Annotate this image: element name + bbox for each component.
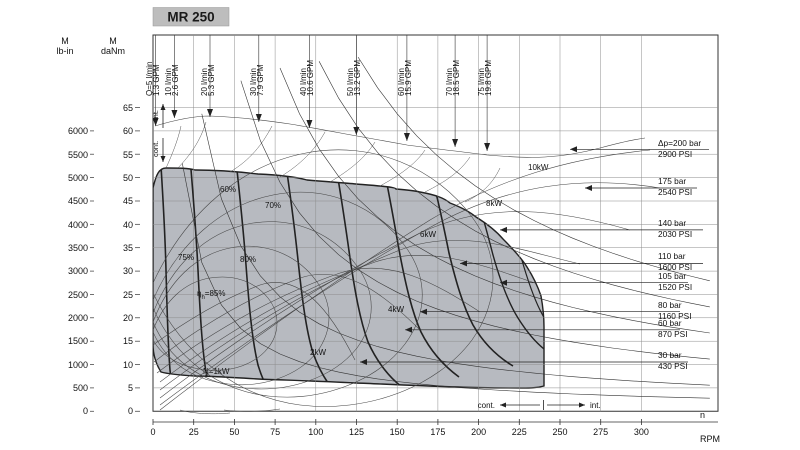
svg-text:60 bar: 60 bar [658, 318, 682, 328]
svg-text:50: 50 [123, 173, 133, 183]
svg-text:1520 PSI: 1520 PSI [658, 282, 692, 292]
svg-text:0: 0 [150, 427, 155, 437]
svg-text:lb-in: lb-in [56, 46, 73, 56]
svg-text:870 PSI: 870 PSI [658, 329, 688, 339]
svg-text:8kW: 8kW [486, 199, 502, 208]
svg-text:daNm: daNm [101, 46, 125, 56]
svg-text:275: 275 [593, 427, 608, 437]
svg-text:0: 0 [128, 406, 133, 416]
svg-text:5: 5 [128, 383, 133, 393]
svg-text:150: 150 [390, 427, 405, 437]
svg-text:N=1kW: N=1kW [203, 367, 230, 376]
svg-text:50: 50 [229, 427, 239, 437]
svg-text:20: 20 [123, 313, 133, 323]
svg-text:1000: 1000 [68, 360, 88, 370]
svg-text:75: 75 [270, 427, 280, 437]
svg-text:100: 100 [308, 427, 323, 437]
svg-text:18.5 GPM: 18.5 GPM [452, 60, 461, 96]
svg-text:4500: 4500 [68, 196, 88, 206]
svg-text:2030 PSI: 2030 PSI [658, 229, 692, 239]
svg-text:175 bar: 175 bar [658, 176, 686, 186]
svg-text:2900 PSI: 2900 PSI [658, 149, 692, 159]
svg-text:2540 PSI: 2540 PSI [658, 187, 692, 197]
svg-text:2.6 GPM: 2.6 GPM [171, 64, 180, 96]
svg-text:cont.: cont. [478, 401, 495, 410]
svg-text:80 bar: 80 bar [658, 300, 682, 310]
svg-text:MR 250: MR 250 [167, 10, 214, 25]
svg-text:4000: 4000 [68, 220, 88, 230]
svg-text:40: 40 [123, 220, 133, 230]
svg-text:1500: 1500 [68, 336, 88, 346]
svg-text:25: 25 [123, 290, 133, 300]
svg-text:30 bar: 30 bar [658, 350, 682, 360]
svg-text:250: 250 [552, 427, 567, 437]
svg-text:M: M [61, 36, 69, 46]
svg-text:Δp=200 bar: Δp=200 bar [658, 138, 701, 148]
svg-text:200: 200 [471, 427, 486, 437]
svg-text:2kW: 2kW [310, 348, 326, 357]
svg-text:M: M [109, 36, 117, 46]
svg-text:140 bar: 140 bar [658, 218, 686, 228]
svg-text:5500: 5500 [68, 150, 88, 160]
svg-text:3000: 3000 [68, 266, 88, 276]
svg-text:60: 60 [123, 126, 133, 136]
svg-text:35: 35 [123, 243, 133, 253]
svg-text:0: 0 [83, 406, 88, 416]
svg-text:15.9 GPM: 15.9 GPM [404, 60, 413, 96]
svg-text:10kW: 10kW [528, 163, 549, 172]
svg-text:2000: 2000 [68, 313, 88, 323]
svg-text:6000: 6000 [68, 126, 88, 136]
svg-text:175: 175 [430, 427, 445, 437]
svg-text:60%: 60% [220, 185, 236, 194]
svg-text:13.2 GPM: 13.2 GPM [353, 60, 362, 96]
svg-text:225: 225 [512, 427, 527, 437]
svg-text:15: 15 [123, 336, 133, 346]
svg-text:2500: 2500 [68, 290, 88, 300]
svg-text:45: 45 [123, 196, 133, 206]
svg-text:int.: int. [151, 110, 160, 120]
svg-text:500: 500 [73, 383, 88, 393]
svg-text:int.: int. [590, 401, 601, 410]
svg-text:1.3 GPM: 1.3 GPM [152, 64, 161, 96]
svg-text:300: 300 [634, 427, 649, 437]
svg-text:5.3 GPM: 5.3 GPM [207, 64, 216, 96]
svg-text:cont.: cont. [151, 141, 160, 157]
svg-text:55: 55 [123, 150, 133, 160]
svg-text:80%: 80% [240, 255, 256, 264]
svg-text:105 bar: 105 bar [658, 271, 686, 281]
svg-text:10: 10 [123, 360, 133, 370]
svg-text:75%: 75% [178, 253, 194, 262]
svg-text:7.9 GPM: 7.9 GPM [256, 64, 265, 96]
svg-text:65: 65 [123, 103, 133, 113]
svg-text:RPM: RPM [700, 434, 720, 444]
svg-text:110 bar: 110 bar [658, 251, 686, 261]
svg-text:10.6 GPM: 10.6 GPM [306, 60, 315, 96]
svg-text:125: 125 [349, 427, 364, 437]
svg-text:n: n [700, 410, 705, 420]
svg-text:70%: 70% [265, 201, 281, 210]
svg-text:19.8 GPM: 19.8 GPM [484, 60, 493, 96]
svg-text:3500: 3500 [68, 243, 88, 253]
svg-text:430 PSI: 430 PSI [658, 361, 688, 371]
svg-text:25: 25 [189, 427, 199, 437]
svg-text:30: 30 [123, 266, 133, 276]
svg-text:5000: 5000 [68, 173, 88, 183]
